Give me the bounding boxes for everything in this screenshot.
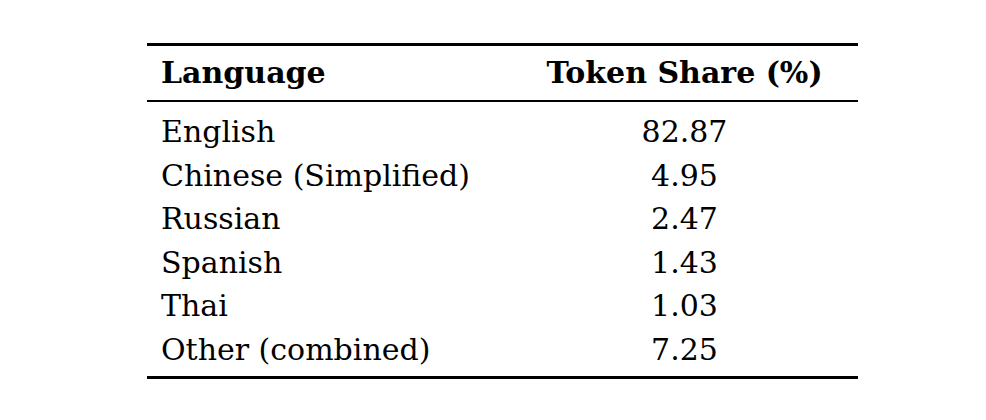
column-header-token-share: Token Share (%) xyxy=(511,45,858,102)
token-share-table-container: Language Token Share (%) English 82.87 C… xyxy=(147,43,858,379)
language-cell: Russian xyxy=(147,197,511,241)
token-share-table: Language Token Share (%) English 82.87 C… xyxy=(147,43,858,379)
table-header: Language Token Share (%) xyxy=(147,45,858,102)
table-row: Other (combined) 7.25 xyxy=(147,328,858,378)
language-cell: Spanish xyxy=(147,241,511,285)
table-body: English 82.87 Chinese (Simplified) 4.95 … xyxy=(147,101,858,378)
language-cell: Chinese (Simplified) xyxy=(147,154,511,198)
language-cell: English xyxy=(147,101,511,154)
share-cell: 4.95 xyxy=(511,154,858,198)
table-row: English 82.87 xyxy=(147,101,858,154)
share-cell: 1.03 xyxy=(511,284,858,328)
table-row: Thai 1.03 xyxy=(147,284,858,328)
share-cell: 2.47 xyxy=(511,197,858,241)
share-cell: 1.43 xyxy=(511,241,858,285)
table-row: Spanish 1.43 xyxy=(147,241,858,285)
table-row: Russian 2.47 xyxy=(147,197,858,241)
share-cell: 7.25 xyxy=(511,328,858,378)
header-row: Language Token Share (%) xyxy=(147,45,858,102)
table-row: Chinese (Simplified) 4.95 xyxy=(147,154,858,198)
language-cell: Other (combined) xyxy=(147,328,511,378)
column-header-language: Language xyxy=(147,45,511,102)
share-cell: 82.87 xyxy=(511,101,858,154)
language-cell: Thai xyxy=(147,284,511,328)
